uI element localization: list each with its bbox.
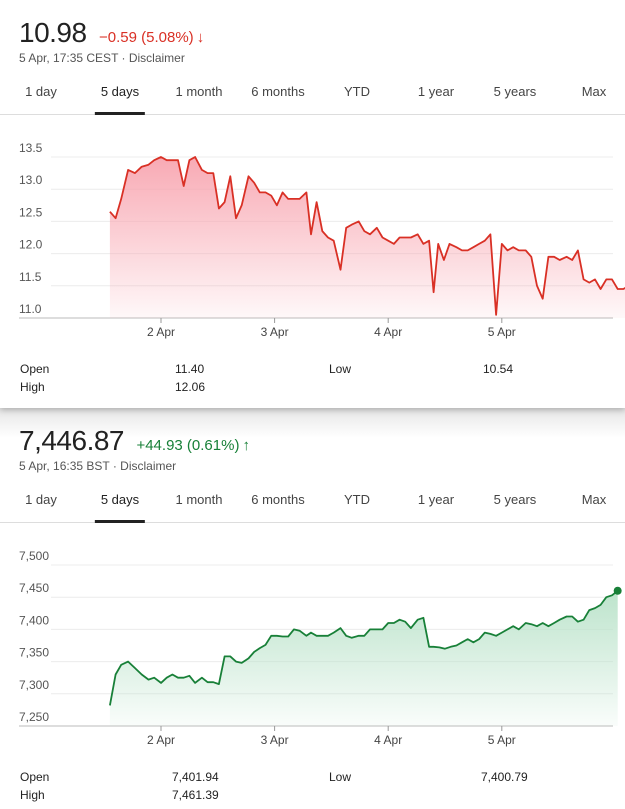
high-value: 7,461.39 [172, 788, 219, 802]
last-price-dot [613, 586, 622, 595]
price-change: −0.59 (5.08%) ↓ [99, 29, 204, 46]
low-value: 10.54 [483, 362, 514, 376]
stock-card-1: 10.98 −0.59 (5.08%) ↓ 5 Apr, 17:35 CEST ·… [0, 0, 625, 394]
arrow-down-icon: ↓ [196, 29, 205, 46]
y-tick-label: 7,500 [19, 549, 49, 563]
quote-header-2: 7,446.87 +44.93 (0.61%) ↑ 5 Apr, 16:35 BS… [19, 425, 250, 473]
divider-shadow [0, 408, 625, 438]
open-label: Open [20, 770, 50, 784]
timestamp[interactable]: 5 Apr, 17:35 CEST · Disclaimer [19, 51, 185, 65]
high-label: High [20, 380, 45, 394]
tab-5-years[interactable]: 5 years [493, 492, 537, 507]
x-tick-label: 2 Apr [147, 733, 175, 747]
x-tick-label: 5 Apr [488, 733, 516, 747]
y-tick-label: 11.5 [19, 270, 42, 284]
x-tick-label: 3 Apr [261, 733, 289, 747]
y-tick-label: 12.0 [19, 238, 43, 252]
x-tick-label: 2 Apr [147, 325, 175, 339]
price-value: 7,446.87 [19, 425, 125, 456]
timestamp[interactable]: 5 Apr, 16:35 BST · Disclaimer [19, 459, 177, 473]
change-value: +44.93 (0.61%) [136, 437, 240, 454]
tab-5-days[interactable]: 5 days [94, 478, 146, 523]
tab-1-month[interactable]: 1 month [175, 84, 223, 99]
tab-6-months[interactable]: 6 months [251, 84, 305, 99]
open-value: 7,401.94 [172, 770, 219, 784]
y-tick-label: 13.0 [19, 173, 43, 187]
tab-5-years[interactable]: 5 years [493, 84, 537, 99]
tab-1-day[interactable]: 1 day [25, 492, 57, 507]
quote-header-1: 10.98 −0.59 (5.08%) ↓ 5 Apr, 17:35 CEST ·… [19, 17, 204, 65]
arrow-up-icon: ↑ [242, 437, 250, 454]
y-tick-label: 11.0 [19, 302, 42, 316]
tab-ytd[interactable]: YTD [344, 84, 370, 99]
area-fill [109, 590, 618, 726]
stock-card-2: 7,446.87 +44.93 (0.61%) ↑ 5 Apr, 16:35 BS… [0, 408, 625, 809]
price-chart-1[interactable]: 13.5 13.0 12.5 12.0 11.5 11.0 2 Apr 3 Apr 4 Apr 5… [0, 0, 625, 345]
range-tabs-1: 1 day 5 days 1 month 6 months YTD 1 year… [0, 70, 625, 115]
y-tick-label: 7,400 [19, 613, 49, 627]
y-tick-label: 7,300 [19, 678, 49, 692]
x-tick-label: 5 Apr [488, 325, 516, 339]
tab-1-year[interactable]: 1 year [417, 492, 455, 507]
y-tick-label: 7,350 [19, 646, 49, 660]
x-tick-label: 3 Apr [261, 325, 289, 339]
high-label: High [20, 788, 45, 802]
price-value: 10.98 [19, 17, 87, 48]
tab-max[interactable]: Max [581, 492, 607, 507]
tab-max[interactable]: Max [581, 84, 607, 99]
low-value: 7,400.79 [481, 770, 528, 784]
high-value: 12.06 [175, 380, 206, 394]
tab-6-months[interactable]: 6 months [251, 492, 305, 507]
x-tick-label: 4 Apr [374, 733, 402, 747]
tab-5-days[interactable]: 5 days [94, 70, 146, 115]
price-change: +44.93 (0.61%) ↑ [136, 437, 250, 454]
tab-1-year[interactable]: 1 year [417, 84, 455, 99]
y-tick-label: 13.5 [19, 141, 43, 155]
y-tick-label: 12.5 [19, 205, 43, 219]
price-chart-2[interactable]: 7,500 7,450 7,400 7,350 7,300 7,250 2 Apr 3 Apr… [0, 408, 625, 753]
tab-ytd[interactable]: YTD [344, 492, 370, 507]
y-tick-label: 7,250 [19, 710, 49, 724]
change-value: −0.59 (5.08%) [99, 29, 194, 46]
tab-1-month[interactable]: 1 month [175, 492, 223, 507]
series-line[interactable] [109, 590, 619, 706]
open-value: 11.40 [175, 362, 205, 376]
x-tick-label: 4 Apr [374, 325, 402, 339]
low-label: Low [329, 362, 352, 376]
range-tabs-2: 1 day 5 days 1 month 6 months YTD 1 year… [0, 478, 625, 523]
tab-1-day[interactable]: 1 day [25, 84, 57, 99]
open-label: Open [20, 362, 50, 376]
y-tick-label: 7,450 [19, 581, 49, 595]
area-fill [109, 157, 625, 318]
series-line[interactable] [109, 156, 625, 316]
low-label: Low [329, 770, 352, 784]
